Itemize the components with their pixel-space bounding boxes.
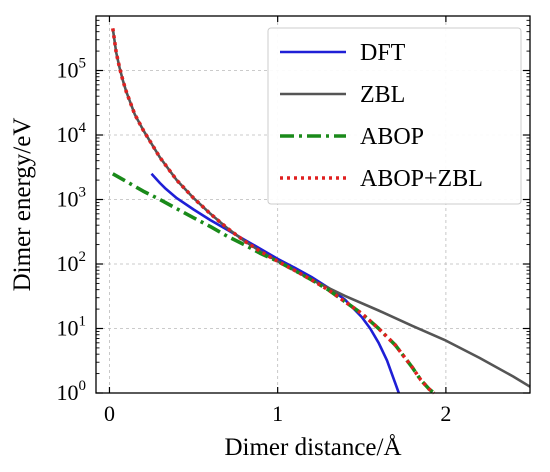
y-tick-label: 102 bbox=[57, 249, 87, 276]
y-tick-base: 10 bbox=[57, 58, 79, 83]
legend: DFT ZBL ABOP ABOP+ZBL bbox=[267, 27, 522, 205]
y-tick-base: 10 bbox=[57, 251, 79, 276]
y-tick-label: 101 bbox=[57, 314, 87, 341]
y-tick-label: 100 bbox=[57, 378, 87, 405]
x-tick-label: 0 bbox=[104, 401, 115, 426]
legend-label: ABOP bbox=[360, 124, 424, 150]
x-tick-label: 1 bbox=[272, 401, 283, 426]
y-tick-exponent: 4 bbox=[79, 120, 87, 136]
series-line-zbl bbox=[111, 28, 531, 388]
y-tick-label: 104 bbox=[57, 120, 87, 147]
legend-label: ABOP+ZBL bbox=[360, 166, 483, 192]
y-tick-label: 105 bbox=[57, 56, 87, 83]
x-tick-label: 2 bbox=[440, 401, 451, 426]
y-tick-label: 103 bbox=[57, 185, 87, 212]
y-axis-label: Dimer energy/eV bbox=[9, 118, 36, 292]
y-tick-exponent: 1 bbox=[79, 314, 87, 330]
y-tick-base: 10 bbox=[57, 122, 79, 147]
y-tick-base: 10 bbox=[57, 316, 79, 341]
legend-box bbox=[267, 27, 522, 205]
legend-label: ZBL bbox=[360, 82, 405, 108]
y-tick-exponent: 0 bbox=[79, 378, 87, 394]
series-line-dft bbox=[150, 172, 401, 394]
plot-frame bbox=[95, 15, 531, 394]
y-tick-base: 10 bbox=[57, 187, 79, 212]
y-tick-exponent: 5 bbox=[79, 56, 87, 72]
y-tick-exponent: 2 bbox=[79, 249, 87, 265]
y-tick-base: 10 bbox=[57, 380, 79, 405]
series-lines bbox=[111, 28, 531, 395]
series-line-abop-zbl bbox=[111, 28, 436, 395]
y-tick-exponent: 3 bbox=[79, 185, 87, 201]
x-axis-label: Dimer distance/Å bbox=[224, 434, 401, 461]
legend-label: DFT bbox=[360, 40, 406, 66]
